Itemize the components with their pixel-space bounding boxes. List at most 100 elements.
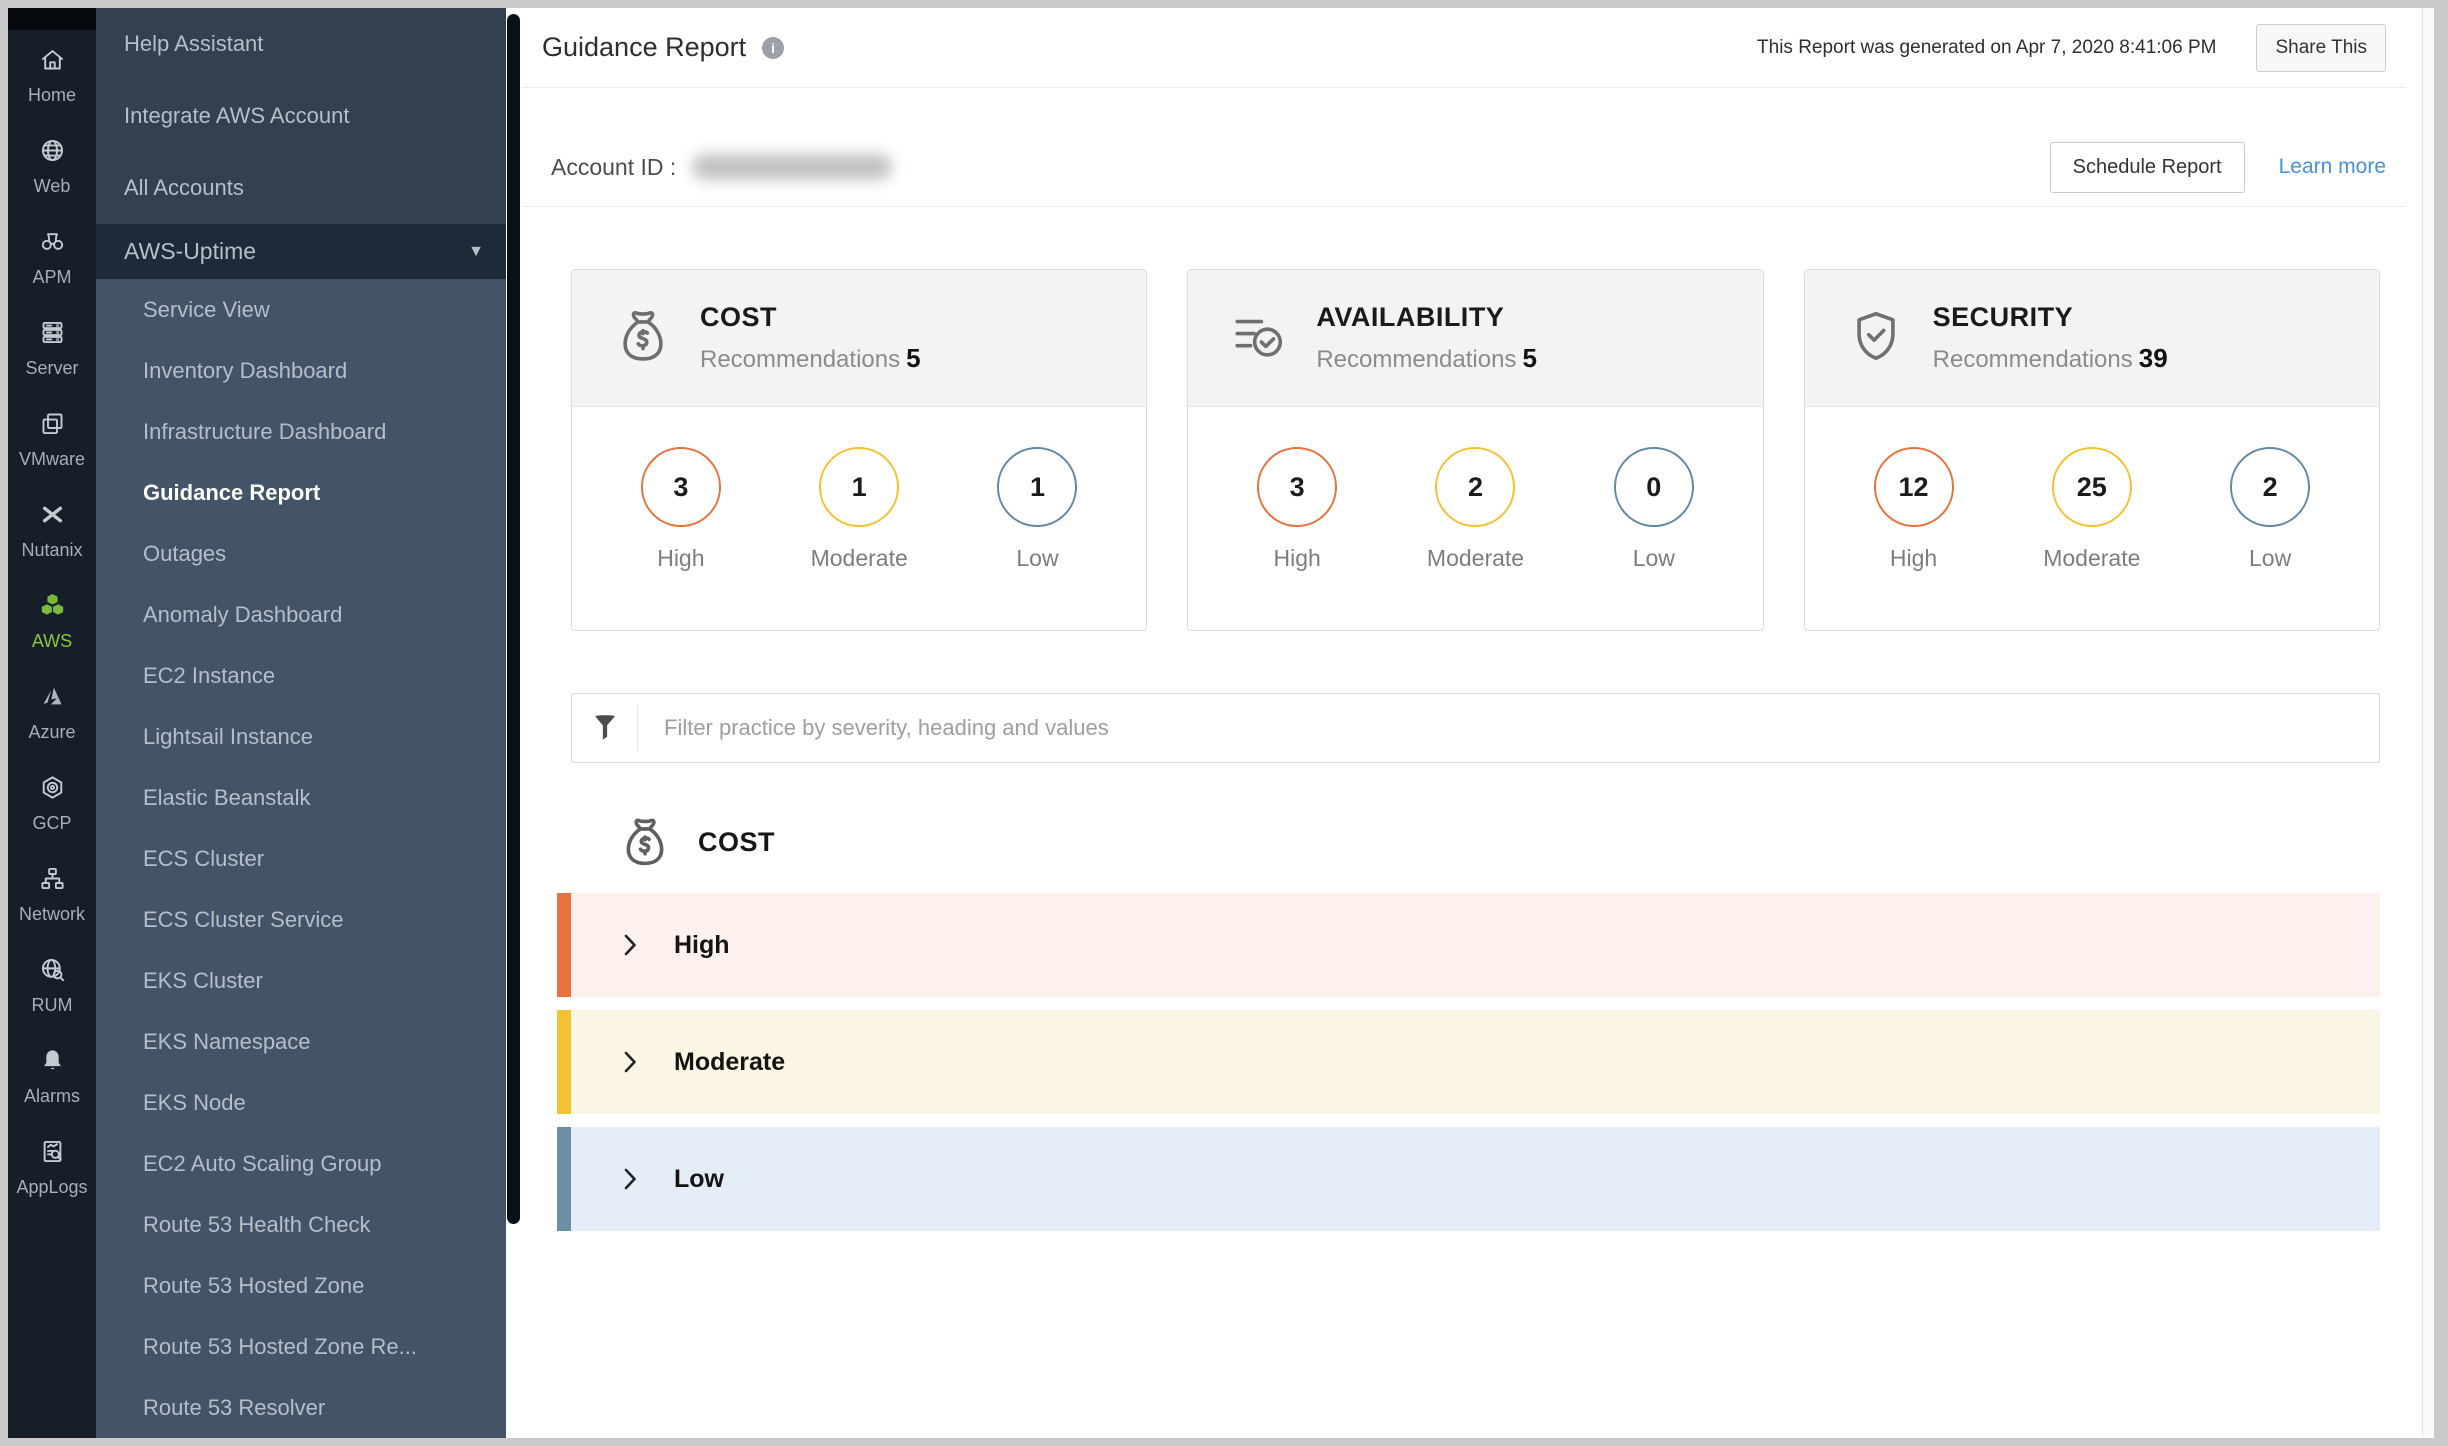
sidebar-item-all-accounts[interactable]: All Accounts xyxy=(124,175,244,200)
home-icon xyxy=(39,46,66,78)
learn-more-link[interactable]: Learn more xyxy=(2278,155,2386,178)
sidebar-item-service-view[interactable]: Service View xyxy=(143,296,270,322)
funnel-icon xyxy=(572,705,638,751)
schedule-report-button[interactable]: Schedule Report xyxy=(2049,141,2245,193)
rail-item-vmware[interactable]: VMware xyxy=(8,394,96,485)
account-selector-label: AWS-Uptime xyxy=(124,238,257,264)
primary-nav-rail: Home Web APM Server VMware Nutanix xyxy=(8,8,96,1438)
rail-item-label: GCP xyxy=(32,812,72,833)
checklist-icon xyxy=(1230,307,1288,370)
rail-item-home[interactable]: Home xyxy=(8,30,96,121)
severity-stat-moderate: 1 Moderate xyxy=(811,447,908,572)
rail-item-label: Network xyxy=(18,903,85,924)
summary-cards-row: COST Recommendations 5 3 High xyxy=(571,269,2380,631)
sidebar-item-ecs-cluster[interactable]: ECS Cluster xyxy=(143,845,265,871)
summary-card-security: SECURITY Recommendations 39 12 High xyxy=(1803,269,2380,631)
rail-item-label: Web xyxy=(33,175,71,196)
sidebar-item-elastic-beanstalk[interactable]: Elastic Beanstalk xyxy=(143,784,311,810)
severity-group-low[interactable]: Low xyxy=(557,1127,2380,1231)
filter-input[interactable] xyxy=(638,715,2379,741)
severity-count-circle: 0 xyxy=(1613,447,1694,527)
sidebar-item-integrate-aws-account[interactable]: Integrate AWS Account xyxy=(124,103,350,128)
card-title: COST xyxy=(700,302,778,332)
severity-count-circle: 1 xyxy=(819,447,900,527)
sidebar-scrollbar-thumb[interactable] xyxy=(507,14,520,1224)
severity-stat-high: 3 High xyxy=(640,447,721,572)
rail-item-alarms[interactable]: Alarms xyxy=(8,1031,96,1122)
rail-item-applogs[interactable]: AppLogs xyxy=(8,1122,96,1213)
sidebar-item-help-assistant[interactable]: Help Assistant xyxy=(124,31,264,56)
summary-card-availability: AVAILABILITY Recommendations 5 3 High xyxy=(1187,269,1764,631)
money-bag-icon xyxy=(626,818,664,866)
money-bag-icon xyxy=(614,307,672,370)
sidebar-item-ec2-instance[interactable]: EC2 Instance xyxy=(143,662,276,688)
severity-count-circle: 1 xyxy=(997,447,1078,527)
sidebar-item-outages[interactable]: Outages xyxy=(143,540,227,566)
report-section-title: COST xyxy=(698,826,776,857)
rail-item-label: Azure xyxy=(28,721,76,742)
severity-stat-low: 2 Low xyxy=(2230,447,2311,572)
share-this-button[interactable]: Share This xyxy=(2256,23,2386,72)
report-generated-text: This Report was generated on Apr 7, 2020… xyxy=(1757,36,2217,58)
card-recommendations: Recommendations 5 xyxy=(700,343,921,373)
sidebar-item-ec2-auto-scaling-group[interactable]: EC2 Auto Scaling Group xyxy=(143,1150,382,1176)
card-recommendations: Recommendations 39 xyxy=(1932,343,2168,373)
sidebar-item-route53-hosted-zone[interactable]: Route 53 Hosted Zone xyxy=(143,1272,365,1298)
severity-stat-high: 3 High xyxy=(1257,447,1338,572)
sidebar-item-route53-hosted-zone-re[interactable]: Route 53 Hosted Zone Re... xyxy=(143,1333,417,1359)
rail-item-label: APM xyxy=(32,266,72,287)
severity-count-circle: 2 xyxy=(2230,447,2311,527)
sidebar-item-lightsail-instance[interactable]: Lightsail Instance xyxy=(143,723,313,749)
sidebar-item-ecs-cluster-service[interactable]: ECS Cluster Service xyxy=(143,906,344,932)
sidebar-item-infrastructure-dashboard[interactable]: Infrastructure Dashboard xyxy=(143,418,387,444)
logo-strip xyxy=(8,8,96,30)
report-section-header: COST xyxy=(571,791,2380,893)
sidebar-item-eks-namespace[interactable]: EKS Namespace xyxy=(143,1028,311,1054)
recommendations-count: 39 xyxy=(2138,343,2168,373)
chevron-right-icon xyxy=(624,1051,636,1073)
network-icon xyxy=(39,865,66,897)
severity-count-circle: 12 xyxy=(1873,447,1954,527)
rail-item-web[interactable]: Web xyxy=(8,121,96,212)
info-icon[interactable]: i xyxy=(762,36,785,59)
severity-count-circle: 3 xyxy=(1257,447,1338,527)
sidebar-item-route53-resolver[interactable]: Route 53 Resolver xyxy=(143,1394,326,1420)
nutanix-x-icon xyxy=(39,501,66,533)
severity-groups: High Moderate Low xyxy=(557,893,2380,1231)
rail-item-aws[interactable]: AWS xyxy=(8,576,96,667)
app-window: Home Web APM Server VMware Nutanix xyxy=(8,8,2434,1438)
account-id-value-redacted xyxy=(692,154,893,180)
severity-group-high[interactable]: High xyxy=(557,893,2380,997)
rail-item-apm[interactable]: APM xyxy=(8,212,96,303)
sidebar-item-anomaly-dashboard[interactable]: Anomaly Dashboard xyxy=(143,601,343,627)
bell-icon xyxy=(39,1047,66,1079)
sidebar-item-eks-node[interactable]: EKS Node xyxy=(143,1089,246,1115)
sidebar-item-route53-health-check[interactable]: Route 53 Health Check xyxy=(143,1211,371,1237)
rail-item-rum[interactable]: RUM xyxy=(8,940,96,1031)
rail-item-azure[interactable]: Azure xyxy=(8,667,96,758)
account-bar: Account ID : Schedule Report Learn more xyxy=(522,88,2406,207)
filter-bar xyxy=(571,693,2380,763)
sidebar-item-inventory-dashboard[interactable]: Inventory Dashboard xyxy=(143,357,348,383)
main-scrollbar-track[interactable] xyxy=(2422,8,2434,1438)
rail-item-server[interactable]: Server xyxy=(8,303,96,394)
rail-item-gcp[interactable]: GCP xyxy=(8,758,96,849)
sidebar-top-section: Help Assistant Integrate AWS Account All… xyxy=(96,8,506,224)
summary-card-cost: COST Recommendations 5 3 High xyxy=(571,269,1148,631)
log-search-icon xyxy=(39,1138,66,1170)
severity-count-circle: 3 xyxy=(640,447,721,527)
sidebar-item-guidance-report[interactable]: Guidance Report xyxy=(143,479,321,505)
globe-icon xyxy=(39,137,66,169)
rail-item-network[interactable]: Network xyxy=(8,849,96,940)
account-id-label: Account ID : xyxy=(551,153,677,180)
rail-item-label: AppLogs xyxy=(16,1176,88,1197)
rail-item-label: Server xyxy=(25,357,79,378)
chevron-down-icon: ▼ xyxy=(468,242,484,260)
gcp-icon xyxy=(39,774,66,806)
rail-item-nutanix[interactable]: Nutanix xyxy=(8,485,96,576)
severity-group-moderate[interactable]: Moderate xyxy=(557,1010,2380,1114)
account-selector[interactable]: AWS-Uptime ▼ xyxy=(96,224,506,279)
severity-stat-low: 0 Low xyxy=(1613,447,1694,572)
sidebar-item-eks-cluster[interactable]: EKS Cluster xyxy=(143,967,263,993)
severity-count-circle: 25 xyxy=(2051,447,2132,527)
